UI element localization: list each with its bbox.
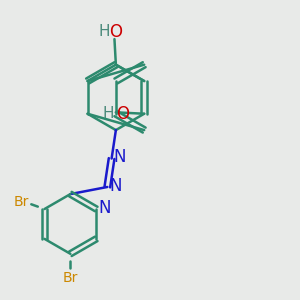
- Text: Br: Br: [63, 271, 78, 285]
- Text: N: N: [109, 176, 122, 194]
- Text: Br: Br: [14, 195, 29, 209]
- Text: N: N: [98, 200, 110, 217]
- Text: O: O: [110, 23, 122, 41]
- Text: H: H: [99, 25, 110, 40]
- Text: N: N: [113, 148, 126, 166]
- Text: O: O: [116, 105, 129, 123]
- Text: H: H: [103, 106, 114, 121]
